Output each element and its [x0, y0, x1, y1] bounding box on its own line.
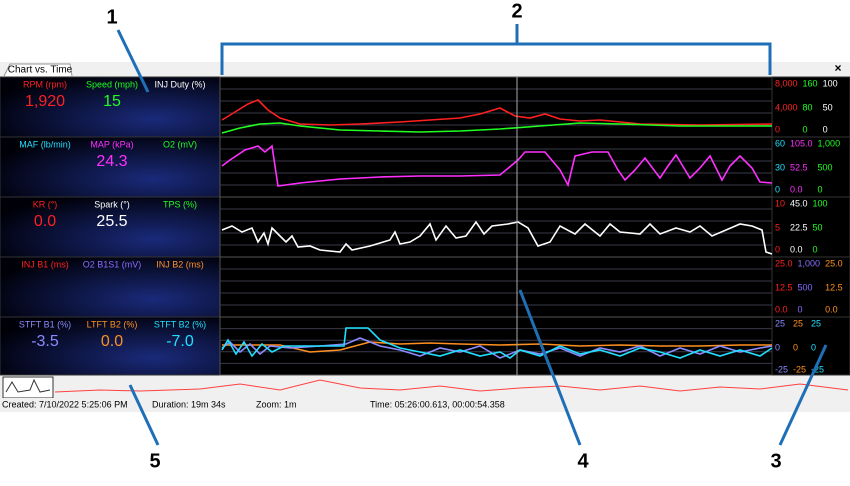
channel-label: STFT B1 (%): [19, 319, 71, 329]
scale-label: 105.0: [790, 138, 813, 148]
scale-label: 0: [775, 244, 780, 254]
channel-label: INJ B2 (ms): [156, 259, 204, 269]
scale-label: 1,000: [818, 138, 841, 148]
tab[interactable]: [3, 63, 73, 77]
scale-label: 25: [793, 318, 803, 328]
scale-label: 100: [823, 78, 838, 88]
callout-number: 3: [770, 450, 781, 472]
scale-label: 4,000: [775, 102, 798, 112]
scale-label: 5: [775, 222, 780, 232]
scale-label: 0: [798, 304, 803, 314]
chart-area: [219, 196, 773, 258]
scale-area: [771, 316, 850, 376]
status-bar: [0, 398, 850, 412]
channel-label: O2 (mV): [163, 139, 197, 149]
scale-label: 8,000: [775, 78, 798, 88]
scale-label: 25.0: [775, 258, 793, 268]
scale-label: -25: [811, 364, 824, 374]
scale-label: 25.0: [825, 258, 843, 268]
channel-value: 15: [103, 93, 121, 110]
scale-label: 100: [813, 198, 828, 208]
callout-number: 4: [577, 450, 589, 472]
callout-number: 2: [511, 0, 522, 22]
scale-label: 0: [775, 124, 780, 134]
scale-label: 0: [823, 124, 828, 134]
scale-label: 160: [803, 78, 818, 88]
scale-label: 12.5: [775, 282, 793, 292]
channel-label: KR (°): [33, 199, 58, 209]
scale-label: 0: [818, 184, 823, 194]
scale-label: 50: [813, 222, 823, 232]
label-area: [0, 316, 221, 376]
channel-value: 24.3: [96, 153, 127, 170]
channel-label: INJ Duty (%): [154, 79, 205, 89]
channel-label: INJ B1 (ms): [21, 259, 69, 269]
scale-label: 1,000: [798, 258, 821, 268]
scale-label: -25: [793, 364, 806, 374]
channel-label: MAP (kPa): [90, 139, 133, 149]
close-button[interactable]: ×: [834, 61, 841, 75]
scale-label: 0.0: [790, 244, 803, 254]
scale-label: 0: [811, 342, 816, 352]
scale-label: 500: [818, 162, 833, 172]
label-area: [0, 76, 221, 138]
scale-area: [771, 196, 850, 258]
channel-label: LTFT B2 (%): [87, 319, 138, 329]
scale-label: 52.5: [790, 162, 808, 172]
chart-area: [219, 76, 773, 138]
chart-area: [219, 256, 773, 318]
channel-value: -7.0: [166, 333, 194, 350]
status-text: Created: 7/10/2022 5:25:06 PM: [2, 399, 128, 409]
scale-label: 0: [803, 124, 808, 134]
callout-number: 5: [149, 450, 160, 472]
scale-label: 0: [813, 244, 818, 254]
scale-label: 0.0: [790, 184, 803, 194]
channel-label: MAF (lb/min): [19, 139, 71, 149]
traces: [54, 99, 849, 393]
callout-lines: [116, 24, 828, 446]
scale-label: 0: [793, 342, 798, 352]
overview-thumb[interactable]: [2, 376, 54, 399]
channel-label: RPM (rpm): [23, 79, 67, 89]
scale-label: 500: [798, 282, 813, 292]
tab-label[interactable]: Chart vs. Time: [8, 65, 73, 76]
chart-area: [219, 136, 773, 198]
scale-label: 30: [775, 162, 785, 172]
panels: RPM (rpm) 1,920 Speed (mph) 15 INJ Duty (%) 8…: [0, 76, 850, 376]
scale-label: 0: [775, 342, 780, 352]
channel-value: 0.0: [34, 213, 56, 230]
scale-label: 22.5: [790, 222, 808, 232]
scale-label: 60: [775, 138, 785, 148]
scale-label: 10: [775, 198, 785, 208]
overview-trace: [5, 378, 51, 393]
scale-label: -25: [775, 364, 788, 374]
status-text: Duration: 19m 34s: [152, 399, 226, 409]
channel-label: TPS (%): [163, 199, 197, 209]
status-text: Zoom: 1m: [256, 399, 297, 409]
scale-label: 80: [803, 102, 813, 112]
scale-label: 50: [823, 102, 833, 112]
scale-label: 25: [775, 318, 785, 328]
scale-label: 25: [811, 318, 821, 328]
scale-area: [771, 256, 850, 318]
channel-value: 1,920: [25, 93, 65, 110]
scale-label: 0.0: [825, 304, 838, 314]
channel-value: 25.5: [96, 213, 127, 230]
channel-value: -3.5: [31, 333, 59, 350]
scale-label: 12.5: [825, 282, 843, 292]
scale-label: 45.0: [790, 198, 808, 208]
channel-label: Spark (°): [94, 199, 130, 209]
channel-label: STFT B2 (%): [154, 319, 206, 329]
scale-label: 0: [775, 184, 780, 194]
channel-label: O2 B1S1 (mV): [83, 259, 142, 269]
channel-value: 0.0: [101, 333, 123, 350]
scale-label: 0.0: [775, 304, 788, 314]
callout-number: 1: [106, 6, 117, 28]
channel-label: Speed (mph): [86, 79, 138, 89]
status-text: Time: 05:26:00.613, 00:00:54.358: [370, 399, 505, 409]
scale-area: [771, 136, 850, 198]
